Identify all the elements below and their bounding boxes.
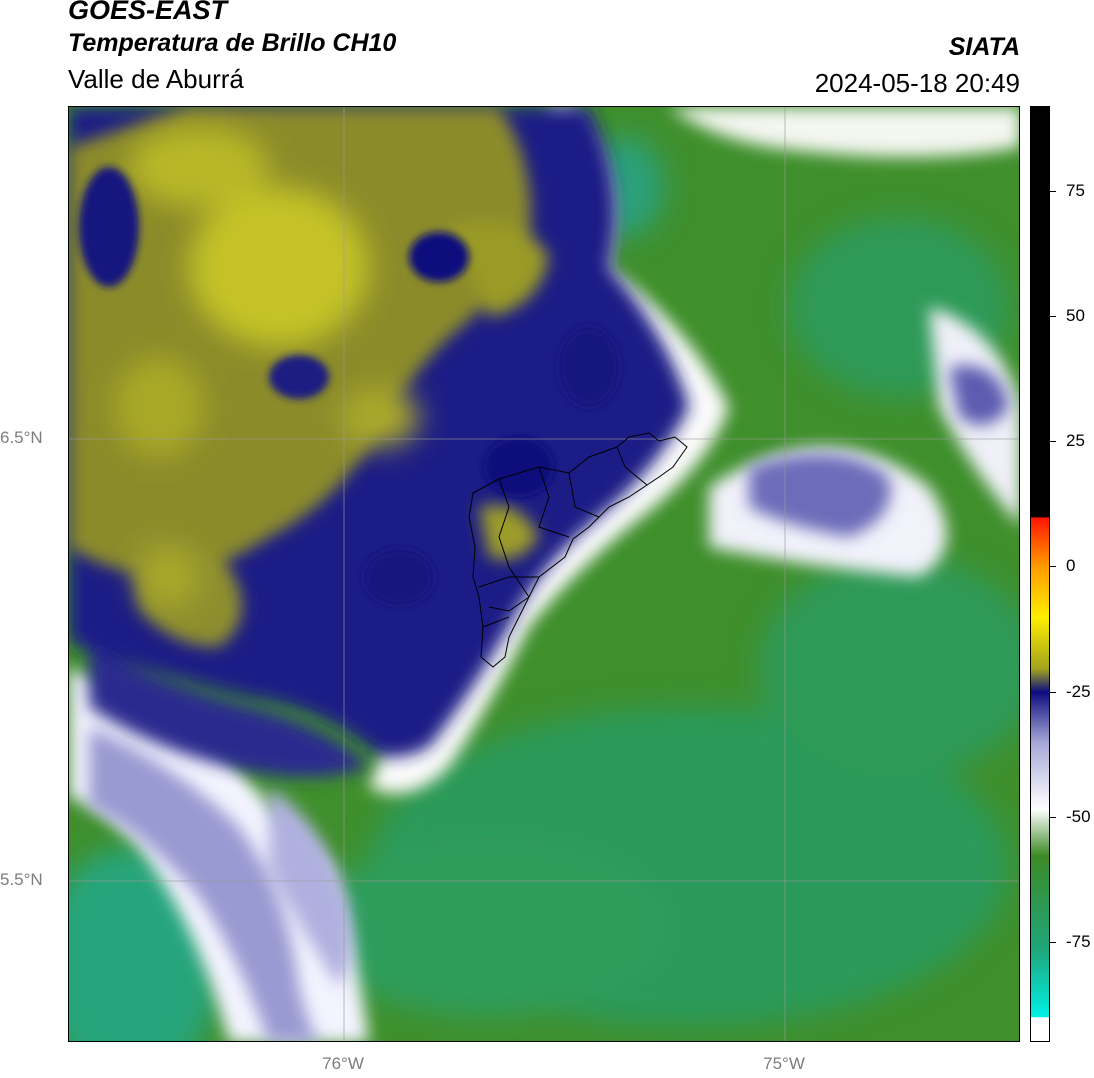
title-block: GOES-EAST Temperatura de Brillo CH10 Val… bbox=[68, 0, 396, 96]
colorbar-tick-label: 75 bbox=[1066, 181, 1085, 201]
timestamp: 2024-05-18 20:49 bbox=[814, 68, 1020, 98]
colorbar-tick bbox=[1050, 691, 1056, 693]
satellite-title: GOES-EAST bbox=[68, 0, 228, 25]
colorbar-tick bbox=[1050, 191, 1056, 193]
colorbar-tick-label: 0 bbox=[1066, 556, 1076, 576]
colorbar-tick-label: -75 bbox=[1066, 931, 1091, 951]
deep-navy-patches bbox=[79, 167, 619, 605]
colorbar-tick bbox=[1050, 941, 1056, 943]
colorbar-tick-label: -50 bbox=[1066, 806, 1091, 826]
colorbar-tick bbox=[1050, 816, 1056, 818]
colorbar-tick bbox=[1050, 566, 1056, 568]
lon-label-76w: 76°W bbox=[322, 1054, 364, 1073]
product-title: Temperatura de Brillo CH10 bbox=[68, 29, 397, 57]
yellow-cloud-cores bbox=[114, 127, 419, 607]
colorbar-tick-label: 50 bbox=[1066, 306, 1085, 326]
map-gridlines bbox=[69, 107, 1019, 1041]
colorbar-tick bbox=[1050, 441, 1056, 443]
colorbar-gradient bbox=[1031, 107, 1049, 1041]
right-title-block: SIATA 2024-05-18 20:49 bbox=[815, 30, 1020, 100]
municipality-outlines bbox=[468, 432, 688, 668]
lon-label-75w: 75°W bbox=[763, 1054, 805, 1073]
region-title: Valle de Aburrá bbox=[68, 64, 244, 94]
colorbar-tick-label: -25 bbox=[1066, 681, 1091, 701]
colorbar bbox=[1030, 106, 1050, 1042]
lat-label-5-5: 5.5°N bbox=[0, 870, 43, 889]
brightness-temperature-map[interactable] bbox=[68, 106, 1020, 1042]
colorbar-tick-label: 25 bbox=[1066, 431, 1085, 451]
colorbar-tick bbox=[1050, 316, 1056, 318]
lat-label-6-5: 6.5°N bbox=[0, 428, 43, 447]
lavender-cloud-band bbox=[89, 365, 1009, 1041]
organization-title: SIATA bbox=[948, 33, 1020, 61]
